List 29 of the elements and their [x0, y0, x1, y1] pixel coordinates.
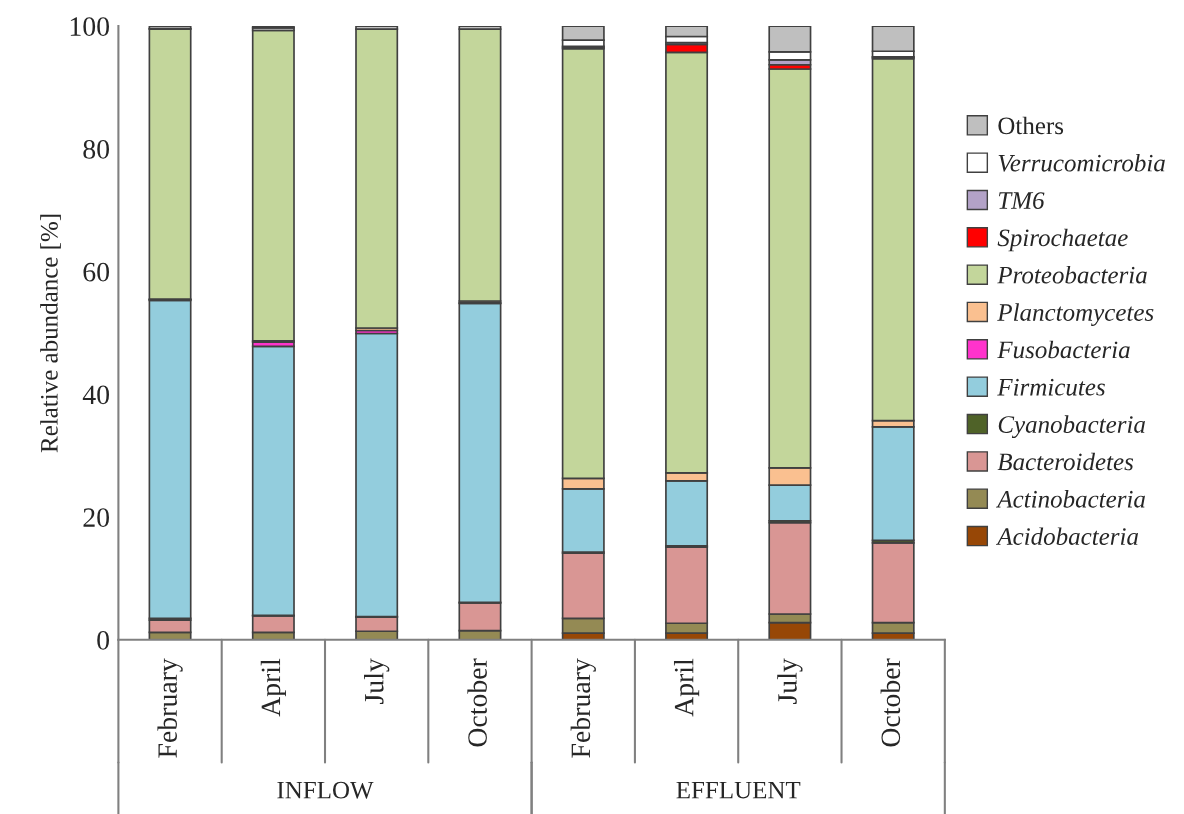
- legend-label: Verrucomicrobia: [998, 154, 1165, 172]
- legend-label: Acidobacteria: [995, 527, 1139, 545]
- text: EFFLUENT: [676, 781, 801, 799]
- x-tick-label: April: [673, 658, 700, 717]
- x-tick-label: February: [157, 658, 183, 758]
- y-tick-label: 60: [83, 262, 110, 282]
- x-tick-label: April: [260, 658, 286, 717]
- legend-label: Cyanobacteria: [998, 415, 1145, 439]
- x-tick-label: July: [364, 658, 390, 704]
- x-tick-label: July: [777, 658, 803, 704]
- x-tick-label: October: [467, 658, 487, 747]
- y-tick-label: 100: [70, 17, 110, 36]
- legend-label: Bacteroidetes: [997, 452, 1134, 471]
- y-tick-label: 20: [83, 508, 110, 527]
- y-tick-label: 40: [82, 385, 110, 405]
- legend-label: Firmicutes: [997, 378, 1105, 396]
- y-tick-label: 0: [97, 630, 110, 650]
- legend-label: TM6: [998, 192, 1045, 209]
- legend-label: Actinobacteria: [995, 490, 1145, 508]
- y-axis-title: Relative abundance [%]: [40, 214, 61, 453]
- y-tick-label: 80: [83, 139, 110, 159]
- x-tick-label: October: [880, 658, 901, 747]
- legend-label: Spirochaetae: [997, 228, 1128, 252]
- legend-label: Others: [998, 116, 1064, 135]
- text: INFLOW: [277, 781, 374, 799]
- legend-label: Fusobacteria: [997, 340, 1130, 359]
- legend-label: Proteobacteria: [997, 265, 1147, 284]
- x-tick-label: February: [570, 658, 596, 758]
- legend-label: Planctomycetes: [997, 303, 1154, 327]
